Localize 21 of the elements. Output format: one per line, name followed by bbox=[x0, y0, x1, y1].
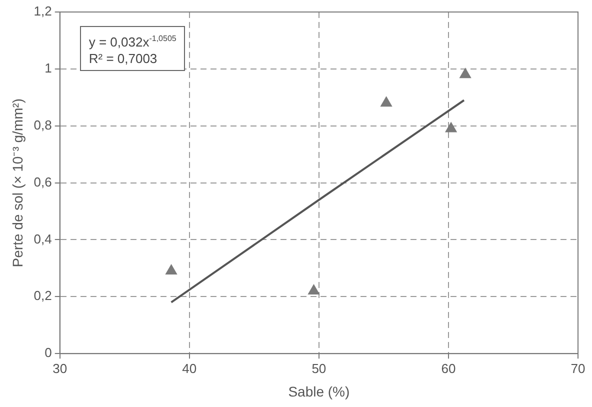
x-axis-title: Sable (%) bbox=[288, 383, 350, 400]
x-tick-label: 30 bbox=[52, 360, 68, 376]
x-tick-label: 50 bbox=[312, 360, 326, 376]
y-tick-label: 0,4 bbox=[34, 231, 52, 246]
y-tick-label: 0,8 bbox=[34, 117, 52, 132]
point bbox=[308, 284, 320, 294]
y-tick-label: 1 bbox=[44, 60, 52, 76]
y-tick-label: 0,6 bbox=[34, 174, 52, 190]
y-tick-label: 0 bbox=[44, 345, 52, 360]
point bbox=[166, 265, 177, 275]
x-tick-label: 40 bbox=[182, 360, 197, 376]
y-tick-label: 0,2 bbox=[34, 288, 52, 304]
annotation: y = 0,032x$^{-1,0505}$ bbox=[88, 34, 176, 50]
x-tick-label: 60 bbox=[441, 360, 456, 376]
point bbox=[446, 122, 456, 132]
y-axis-title: Perte de sol (× 10⁻³ g/mm²) bbox=[9, 98, 26, 268]
point bbox=[460, 68, 471, 78]
point bbox=[380, 97, 392, 107]
annotation: R² = 0,7003 bbox=[88, 51, 158, 66]
x-tick-label: 70 bbox=[570, 360, 586, 376]
y-tick-label: 1,2 bbox=[34, 4, 52, 19]
